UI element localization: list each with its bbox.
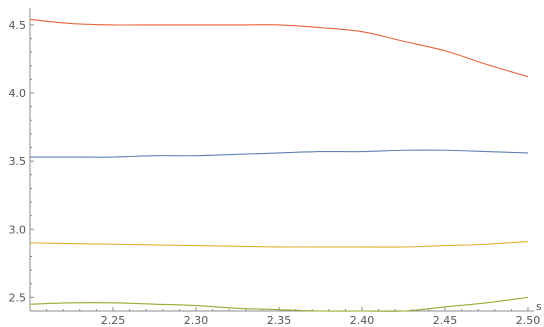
x-tick-label: 2.45 bbox=[433, 314, 458, 327]
x-tick-label: 2.40 bbox=[350, 314, 375, 327]
y-tick-label: 3.0 bbox=[9, 223, 27, 236]
x-tick-label: 2.25 bbox=[101, 314, 126, 327]
ticks: 2.25 2.30 2.35 2.40 2.45 2.50 2.5 3.0 3.5 4.0 4.5 bbox=[9, 19, 541, 327]
y-tick-label: 4.5 bbox=[9, 19, 27, 32]
axes bbox=[29, 8, 534, 312]
y-tick-label: 2.5 bbox=[9, 291, 27, 304]
series-line-3 bbox=[29, 240, 529, 248]
y-tick-label: 4.0 bbox=[9, 87, 27, 100]
x-tick-label: 2.50 bbox=[516, 314, 541, 327]
series-line-2 bbox=[29, 149, 529, 158]
series-lines bbox=[29, 18, 529, 312]
y-tick-label: 3.5 bbox=[9, 155, 27, 168]
x-tick-label: 2.30 bbox=[184, 314, 209, 327]
series-line-4 bbox=[29, 296, 529, 312]
x-axis-label: s bbox=[536, 300, 542, 313]
series-line-1 bbox=[29, 18, 529, 78]
x-tick-label: 2.35 bbox=[267, 314, 292, 327]
